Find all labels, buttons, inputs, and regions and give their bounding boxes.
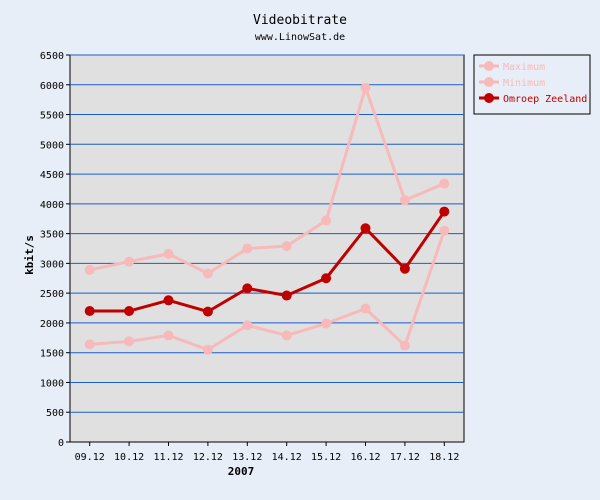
y-tick-label: 500 — [46, 408, 64, 419]
data-point — [84, 264, 95, 275]
legend-swatch-marker — [484, 93, 494, 103]
legend-swatch-marker — [484, 61, 494, 71]
series-line — [89, 230, 446, 352]
x-tick-label: 10.12 — [114, 452, 144, 463]
data-point — [163, 330, 174, 341]
data-point — [124, 256, 135, 267]
x-tick-label: 12.12 — [193, 452, 223, 463]
data-point — [163, 295, 174, 306]
x-tick-label: 15.12 — [311, 452, 341, 463]
y-axis-ticks: 0 500 1000 1500 2000 2500 3000 3500 4000 4500 5000… — [40, 51, 70, 449]
data-point — [242, 283, 253, 294]
x-tick-label: 16.12 — [350, 452, 380, 463]
series-line — [89, 210, 446, 314]
y-tick-label: 3000 — [40, 259, 64, 270]
y-tick-label: 5500 — [40, 111, 64, 122]
data-point — [439, 178, 450, 189]
y-tick-label: 5000 — [40, 140, 64, 151]
data-point — [399, 340, 410, 351]
y-tick-label: 2500 — [40, 289, 64, 300]
data-point — [360, 223, 371, 234]
x-tick-label: 14.12 — [272, 452, 302, 463]
data-point — [281, 241, 292, 252]
y-axis-label: kbit/s — [23, 235, 36, 275]
data-point — [202, 306, 213, 317]
data-point — [360, 303, 371, 314]
x-tick-label: 18.12 — [429, 452, 459, 463]
data-point — [439, 206, 450, 217]
x-tick-label: 17.12 — [390, 452, 420, 463]
data-point — [321, 273, 332, 284]
y-tick-label: 4500 — [40, 170, 64, 181]
chart-subtitle: www.LinowSat.de — [255, 32, 345, 43]
data-point — [399, 195, 410, 206]
data-point — [360, 82, 371, 93]
data-point — [84, 339, 95, 350]
x-axis-ticks: 09.12 10.12 11.12 12.12 13.12 14.12 15.12 16.12… — [75, 442, 459, 463]
series-omroep-zeeland — [84, 206, 450, 317]
x-tick-label: 13.12 — [232, 452, 262, 463]
x-tick-label: 09.12 — [75, 452, 105, 463]
data-point — [242, 243, 253, 254]
series-line — [89, 86, 445, 276]
series-maximum — [84, 82, 450, 279]
legend: Maximum Minimum Omroep Zeeland — [473, 54, 591, 115]
y-tick-label: 4000 — [40, 200, 64, 211]
data-point — [124, 306, 135, 317]
data-point — [202, 344, 213, 355]
legend-entry-label: Minimum — [503, 78, 545, 89]
legend-entry-label: Omroep Zeeland — [503, 94, 587, 105]
legend-entry-label: Maximum — [503, 62, 545, 73]
data-point — [321, 318, 332, 329]
data-point — [84, 306, 95, 317]
data-point — [439, 225, 450, 236]
x-tick-label: 11.12 — [153, 452, 183, 463]
series-layer — [84, 82, 450, 355]
y-tick-label: 1500 — [40, 349, 64, 360]
y-tick-label: 6500 — [40, 51, 64, 62]
chart-title: Videobitrate — [253, 13, 347, 28]
y-tick-label: 0 — [58, 438, 64, 449]
data-point — [281, 330, 292, 341]
data-point — [124, 336, 135, 347]
y-tick-label: 6000 — [40, 81, 64, 92]
y-tick-label: 2000 — [40, 319, 64, 330]
y-tick-label: 1000 — [40, 378, 64, 389]
data-point — [202, 268, 213, 279]
y-tick-label: 3500 — [40, 230, 64, 241]
data-point — [242, 320, 253, 331]
series-minimum — [84, 225, 450, 355]
data-point — [163, 248, 174, 259]
data-point — [321, 215, 332, 226]
x-axis-label: 2007 — [228, 465, 255, 478]
data-point — [281, 290, 292, 301]
data-point — [399, 263, 410, 274]
legend-swatch-marker — [484, 77, 494, 87]
